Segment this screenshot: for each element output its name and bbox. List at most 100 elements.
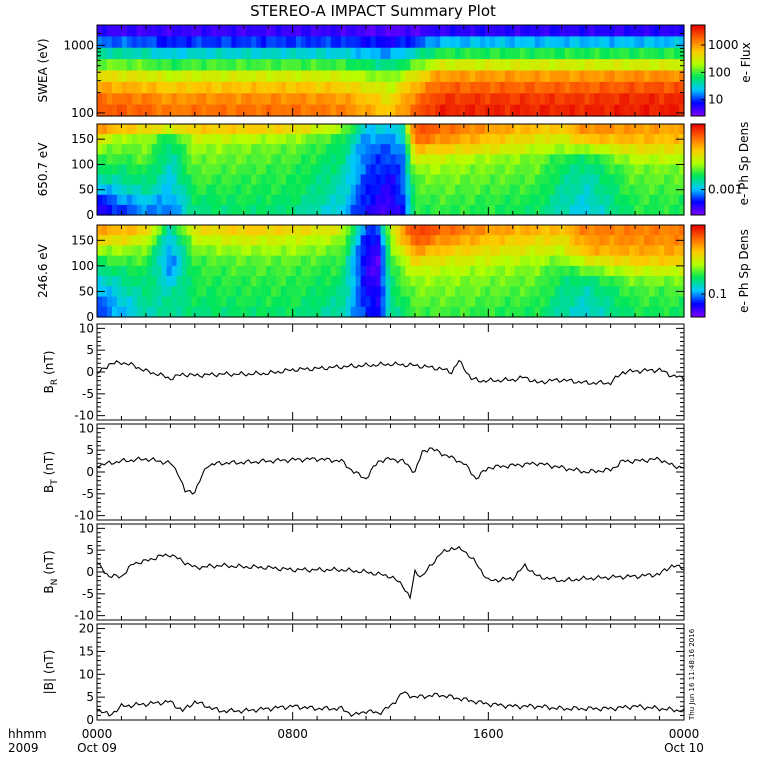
y-tick-label: 0 — [86, 565, 94, 579]
spectrogram-cell — [420, 245, 426, 257]
colorbar-segment — [691, 264, 705, 267]
spectrogram-cell — [430, 104, 436, 117]
spectrogram-cell — [514, 134, 521, 145]
spectrogram-cell — [181, 194, 188, 206]
spectrogram-cell — [589, 245, 596, 257]
spectrogram-cell — [504, 25, 511, 37]
spectrogram-cell — [151, 265, 158, 277]
colorbar-segment — [691, 263, 705, 266]
spectrogram-cell — [480, 296, 486, 308]
spectrogram-cell — [191, 124, 198, 135]
spectrogram-cell — [136, 276, 143, 287]
spectrogram-cell — [644, 276, 650, 287]
spectrogram-cell — [340, 174, 347, 186]
spectrogram-cell — [574, 154, 581, 166]
colorbar-tick-label: 100 — [708, 65, 731, 79]
spectrogram-cell — [276, 59, 282, 72]
spectrogram-cell — [534, 104, 541, 117]
spectrogram-cell — [281, 154, 287, 166]
spectrogram-cell — [485, 245, 491, 257]
spectrogram-cell — [420, 194, 426, 206]
spectrogram-cell — [375, 104, 382, 117]
spectrogram-cell — [629, 255, 635, 267]
spectrogram-cell — [315, 164, 322, 176]
spectrogram-cell — [659, 265, 665, 277]
spectrogram-cell — [101, 245, 108, 257]
spectrogram-cell — [489, 286, 496, 298]
spectrogram-cell — [126, 245, 133, 257]
spectrogram-cell — [594, 204, 601, 216]
spectrogram-cell — [415, 276, 421, 287]
spectrogram-cell — [494, 59, 501, 72]
spectrogram-cell — [544, 47, 551, 60]
spectrogram-cell — [644, 134, 650, 145]
spectrogram-cell — [524, 296, 531, 308]
spectrogram-cell — [176, 306, 183, 318]
spectrogram-cell — [176, 296, 183, 308]
spectrogram-cell — [644, 225, 650, 236]
spectrogram-cell — [166, 144, 173, 155]
spectrogram-cell — [544, 235, 551, 247]
spectrogram-cell — [295, 93, 302, 106]
spectrogram-cell — [440, 144, 446, 155]
y-axis-label-main: B — [42, 385, 56, 393]
spectrogram-cell — [281, 81, 287, 94]
spectrogram-cell — [609, 245, 615, 257]
spectrogram-cell — [594, 93, 601, 106]
spectrogram-cell — [166, 184, 173, 196]
spectrogram-cell — [286, 225, 292, 236]
spectrogram-cell — [266, 204, 272, 216]
spectrogram-cell — [599, 306, 605, 318]
spectrogram-cell — [619, 93, 625, 106]
spectrogram-cell — [276, 184, 282, 196]
spectrogram-cell — [171, 194, 178, 206]
spectrogram-cell — [564, 154, 571, 166]
spectrogram-cell — [614, 25, 620, 37]
spectrogram-cell — [97, 194, 103, 206]
colorbar-segment — [691, 275, 705, 278]
spectrogram-cell — [465, 296, 471, 308]
spectrogram-cell — [604, 255, 610, 267]
spectrogram-cell — [151, 134, 158, 145]
spectrogram-cell — [221, 174, 227, 186]
colorbar-segment — [691, 112, 705, 115]
spectrogram-cell — [514, 225, 521, 236]
spectrogram-cell — [375, 276, 382, 287]
colorbar-segment — [691, 111, 705, 114]
spectrogram-cell — [171, 245, 178, 257]
spectrogram-cell — [295, 81, 302, 94]
spectrogram-cell — [599, 164, 605, 176]
spectrogram-cell — [305, 164, 312, 176]
spectrogram-cell — [111, 93, 118, 106]
spectrogram-cell — [410, 104, 416, 117]
spectrogram-cell — [475, 245, 481, 257]
spectrogram-cell — [251, 70, 257, 83]
spectrogram-cell — [629, 204, 635, 216]
spectrogram-cell — [181, 59, 188, 72]
spectrogram-cell — [649, 265, 655, 277]
spectrogram-cell — [126, 306, 133, 318]
spectrogram-cell — [624, 255, 630, 267]
spectrogram-cell — [286, 134, 292, 145]
spectrogram-cell — [450, 235, 456, 247]
spectrogram-cell — [156, 306, 163, 318]
spectrogram-cell — [365, 124, 372, 135]
spectrogram-cell — [589, 47, 596, 60]
colorbar-segment — [691, 237, 705, 240]
spectrogram-cell — [186, 265, 193, 277]
colorbar-segment — [691, 152, 705, 155]
spectrogram-cell — [539, 93, 546, 106]
spectrogram-cell — [266, 225, 272, 236]
spectrogram-cell — [589, 265, 596, 277]
spectrogram-cell — [649, 194, 655, 206]
spectrogram-cell — [589, 235, 596, 247]
spectrogram-cell — [305, 47, 312, 60]
spectrogram-cell — [624, 245, 630, 257]
spectrogram-cell — [425, 286, 431, 298]
spectrogram-cell — [261, 47, 267, 60]
spectrogram-cell — [659, 225, 665, 236]
spectrogram-cell — [430, 225, 436, 236]
spectrogram-cell — [425, 36, 431, 49]
spectrogram-cell — [539, 245, 546, 257]
spectrogram-cell — [271, 245, 277, 257]
